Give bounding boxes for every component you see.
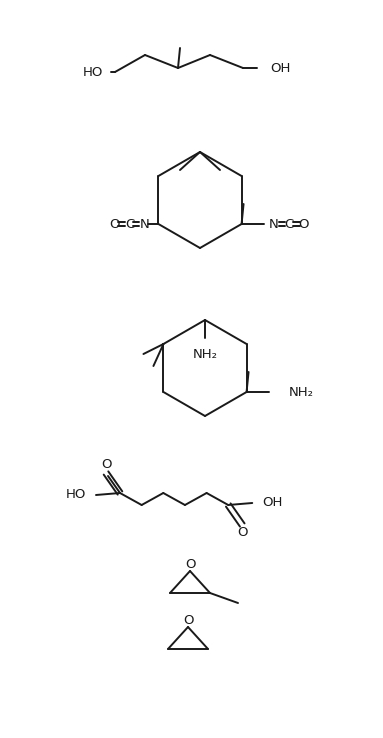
Text: O: O bbox=[183, 613, 193, 627]
Text: O: O bbox=[101, 458, 111, 472]
Text: O: O bbox=[237, 526, 247, 539]
Text: C: C bbox=[125, 218, 134, 230]
Text: OH: OH bbox=[262, 497, 283, 509]
Text: O: O bbox=[298, 218, 309, 230]
Text: NH₂: NH₂ bbox=[193, 348, 218, 361]
Text: O: O bbox=[109, 218, 119, 230]
Text: HO: HO bbox=[65, 489, 86, 502]
Text: O: O bbox=[185, 557, 195, 570]
Text: HO: HO bbox=[83, 66, 103, 78]
Text: C: C bbox=[284, 218, 293, 230]
Text: N: N bbox=[269, 218, 278, 230]
Text: N: N bbox=[139, 218, 149, 230]
Text: OH: OH bbox=[270, 61, 290, 75]
Text: NH₂: NH₂ bbox=[288, 385, 314, 399]
